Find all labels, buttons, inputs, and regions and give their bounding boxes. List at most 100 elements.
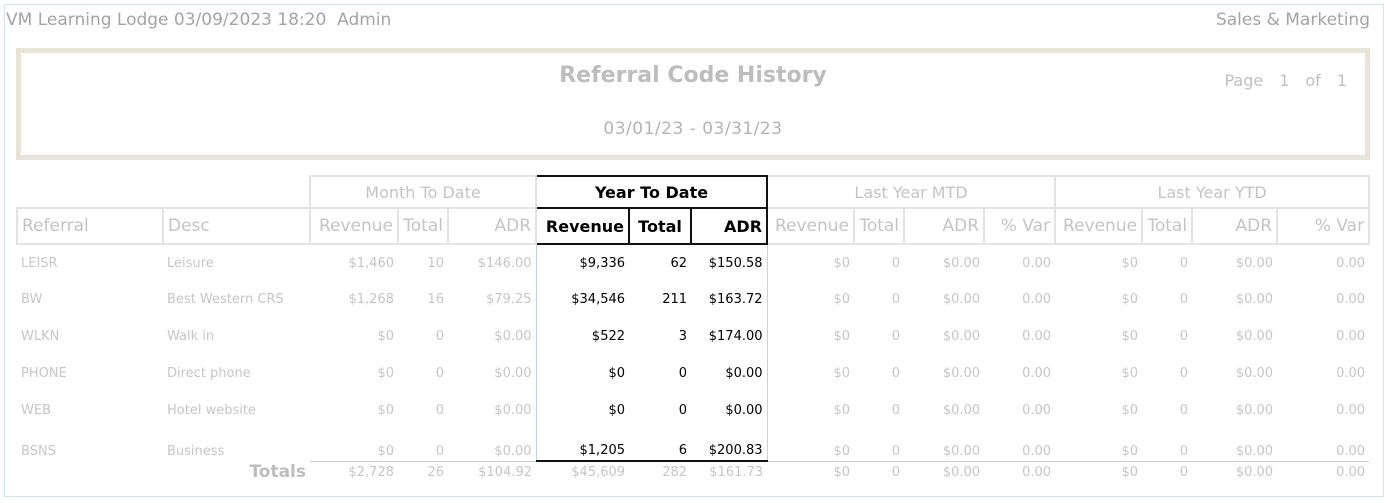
col-lyytd-adr: ADR bbox=[1191, 207, 1279, 245]
cell-mtd-revenue: $0 bbox=[377, 443, 394, 459]
table-row: BW Best Western CRS $1,268 16 $79.25 $34… bbox=[17, 281, 1369, 318]
report-frame bbox=[4, 4, 1384, 497]
cell-lyytd-revenue: $0 bbox=[1121, 403, 1139, 418]
totals-row: Totals $2,728 26 $104.92 $45,609 282 $16… bbox=[17, 460, 1370, 483]
cell-lymtd-revenue: $0 bbox=[833, 329, 851, 344]
cell-mtd-revenue: $1,268 bbox=[348, 292, 395, 307]
page-label: Page bbox=[1224, 71, 1264, 90]
total-mtd-revenue: $2,728 bbox=[310, 460, 398, 483]
cell-lyytd-total: 0 bbox=[1179, 366, 1189, 381]
cell-mtd-adr: $79.25 bbox=[486, 292, 532, 307]
col-lyytd-total: Total bbox=[1141, 207, 1194, 245]
cell-lyytd-total: 0 bbox=[1179, 329, 1189, 344]
cell-mtd-revenue: $0 bbox=[377, 366, 394, 381]
col-lymtd-revenue: Revenue bbox=[766, 207, 856, 245]
cell-ytd-adr: $0.00 bbox=[691, 355, 768, 392]
cell-lymtd-var: 0.00 bbox=[1022, 255, 1052, 271]
cell-mtd-total: 10 bbox=[427, 255, 444, 271]
report-title: Referral Code History bbox=[559, 63, 827, 88]
page-total: 1 bbox=[1336, 71, 1347, 90]
cell-ytd-total: 0 bbox=[678, 403, 688, 418]
cell-ytd-adr: $163.72 bbox=[691, 281, 768, 318]
col-lymtd-var: % Var bbox=[983, 207, 1057, 245]
total-mtd-total: 26 bbox=[398, 460, 448, 483]
col-mtd-adr: ADR bbox=[446, 207, 538, 245]
property-info: VM Learning Lodge 03/09/2023 18:20 Admin bbox=[6, 10, 392, 30]
cell-ytd-revenue: $0 bbox=[535, 355, 630, 392]
cell-lyytd-adr: $0.00 bbox=[1235, 255, 1274, 271]
cell-desc: Walk in bbox=[167, 329, 215, 344]
cell-referral: PHONE bbox=[21, 366, 67, 381]
cell-lymtd-revenue: $0 bbox=[833, 255, 851, 271]
total-lymtd-adr: $0.00 bbox=[904, 460, 985, 483]
cell-lymtd-adr: $0.00 bbox=[942, 366, 981, 381]
cell-referral: BSNS bbox=[21, 444, 56, 459]
page-indicator: Page 1 of 1 bbox=[1224, 71, 1347, 90]
cell-referral: WLKN bbox=[21, 329, 60, 344]
cell-desc: Business bbox=[167, 444, 225, 459]
cell-lyytd-var: 0.00 bbox=[1336, 329, 1366, 344]
totals-label: Totals bbox=[249, 462, 306, 482]
cell-ytd-revenue: $34,546 bbox=[535, 281, 630, 318]
cell-lyytd-adr: $0.00 bbox=[1235, 329, 1274, 344]
total-ytd-revenue: $45,609 bbox=[536, 460, 630, 483]
table-row: PHONE Direct phone $0 0 $0.00 $0 0 $0.00… bbox=[17, 355, 1369, 392]
cell-referral: LEISR bbox=[21, 255, 58, 271]
total-mtd-adr: $104.92 bbox=[448, 460, 537, 483]
cell-lymtd-revenue: $0 bbox=[833, 292, 851, 307]
cell-lymtd-total: 0 bbox=[891, 255, 901, 271]
page-current: 1 bbox=[1279, 71, 1290, 90]
cell-ytd-adr: $0.00 bbox=[691, 392, 768, 429]
total-lymtd-revenue: $0 bbox=[767, 460, 855, 483]
group-month-to-date: Month To Date bbox=[308, 175, 538, 209]
table-row: LEISR Leisure $1,460 10 $146.00 $9,336 6… bbox=[17, 244, 1369, 281]
cell-desc: Direct phone bbox=[167, 366, 251, 381]
col-mtd-revenue: Revenue bbox=[309, 207, 399, 245]
cell-lyytd-total: 0 bbox=[1179, 292, 1189, 307]
report-header: Referral Code History 03/01/23 - 03/31/2… bbox=[16, 48, 1370, 160]
total-lyytd-total: 0 bbox=[1142, 460, 1193, 483]
cell-mtd-total: 0 bbox=[435, 366, 444, 381]
cell-lyytd-adr: $0.00 bbox=[1235, 443, 1274, 459]
cell-referral: BW bbox=[21, 292, 43, 307]
cell-lymtd-adr: $0.00 bbox=[942, 443, 981, 459]
total-ytd-adr: $161.73 bbox=[691, 460, 768, 483]
group-last-year-mtd: Last Year MTD bbox=[766, 175, 1057, 209]
table-row: WEB Hotel website $0 0 $0.00 $0 0 $0.00 … bbox=[17, 392, 1369, 429]
cell-lyytd-revenue: $0 bbox=[1121, 292, 1139, 307]
cell-ytd-total: 3 bbox=[678, 329, 688, 344]
cell-lyytd-revenue: $0 bbox=[1121, 443, 1139, 459]
cell-lymtd-total: 0 bbox=[891, 443, 901, 459]
cell-mtd-revenue: $0 bbox=[377, 329, 394, 344]
cell-lymtd-total: 0 bbox=[891, 329, 901, 344]
group-year-to-date: Year To Date bbox=[535, 175, 769, 209]
cell-lymtd-total: 0 bbox=[891, 292, 901, 307]
cell-ytd-total: 62 bbox=[670, 255, 688, 271]
cell-lyytd-revenue: $0 bbox=[1121, 329, 1139, 344]
group-last-year-ytd: Last Year YTD bbox=[1054, 175, 1371, 209]
cell-mtd-total: 0 bbox=[435, 443, 444, 459]
cell-lymtd-var: 0.00 bbox=[1022, 443, 1052, 459]
cell-lymtd-var: 0.00 bbox=[1022, 366, 1052, 381]
col-lymtd-total: Total bbox=[853, 207, 906, 245]
total-lyytd-revenue: $0 bbox=[1055, 460, 1143, 483]
cell-lyytd-total: 0 bbox=[1179, 403, 1189, 418]
cell-lymtd-adr: $0.00 bbox=[942, 255, 981, 271]
col-lyytd-revenue: Revenue bbox=[1054, 207, 1144, 245]
cell-lyytd-adr: $0.00 bbox=[1235, 292, 1274, 307]
cell-lyytd-var: 0.00 bbox=[1336, 292, 1366, 307]
col-lyytd-var: % Var bbox=[1276, 207, 1371, 245]
total-ytd-total: 282 bbox=[629, 460, 692, 483]
cell-lyytd-revenue: $0 bbox=[1121, 366, 1139, 381]
col-ytd-adr: ADR bbox=[690, 207, 769, 245]
cell-lymtd-var: 0.00 bbox=[1022, 292, 1052, 307]
col-ytd-revenue: Revenue bbox=[535, 207, 631, 245]
cell-mtd-adr: $0.00 bbox=[494, 443, 532, 459]
cell-lyytd-adr: $0.00 bbox=[1235, 403, 1274, 418]
col-lymtd-adr: ADR bbox=[903, 207, 986, 245]
cell-ytd-adr: $150.58 bbox=[691, 244, 768, 281]
cell-ytd-revenue: $9,336 bbox=[535, 244, 630, 281]
total-lymtd-var: 0.00 bbox=[984, 460, 1056, 483]
table-row: BSNS Business $0 0 $0.00 $1,205 6 $200.8… bbox=[17, 429, 1369, 462]
cell-lyytd-total: 0 bbox=[1179, 255, 1189, 271]
